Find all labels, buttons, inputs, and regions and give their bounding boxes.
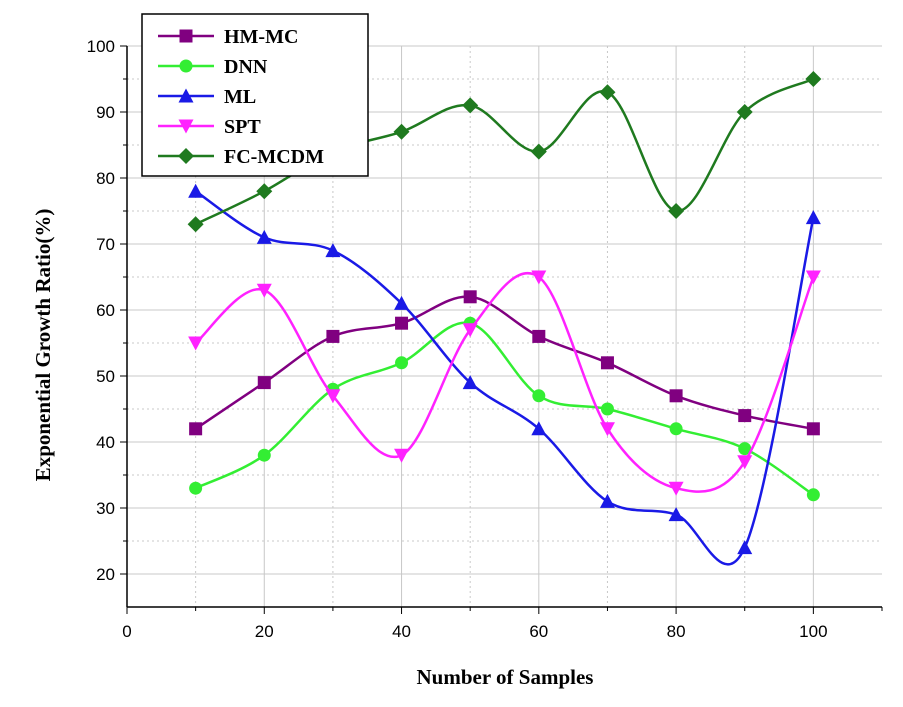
data-point-dnn: [189, 481, 203, 495]
axes: 0 20 40 60 80 100 20 30 40 50 60 70 80 90 100: [87, 37, 883, 641]
data-point-hm-mc: [395, 316, 409, 330]
data-point-hm-mc: [806, 422, 820, 436]
x-tick-label: 0: [122, 622, 131, 641]
data-point-ml: [256, 229, 272, 244]
data-point-fc-mcdm: [530, 143, 547, 160]
data-point-spt: [668, 481, 684, 496]
data-point-dnn: [738, 442, 752, 456]
series-hm-mc: [189, 290, 820, 436]
legend-marker-hm-mc: [179, 29, 193, 43]
data-point-dnn: [600, 402, 614, 416]
y-tick-label: 50: [96, 367, 115, 386]
series-line-spt: [194, 271, 815, 493]
data-point-fc-mcdm: [187, 216, 204, 233]
data-point-dnn: [257, 448, 271, 462]
data-point-spt: [394, 448, 410, 463]
data-point-dnn: [669, 422, 683, 436]
legend-label-hm-mc: HM-MC: [224, 26, 298, 48]
legend-label-ml: ML: [224, 86, 256, 108]
data-point-ml: [599, 493, 615, 508]
data-point-ml: [805, 210, 821, 225]
data-point-spt: [737, 455, 753, 470]
legend: HM-MC DNN ML SPT FC-MCDM: [141, 13, 369, 177]
legend-marker-ml: [178, 88, 194, 103]
legend-label-spt: SPT: [224, 116, 261, 138]
y-tick-label: 100: [87, 37, 115, 56]
data-point-fc-mcdm: [805, 71, 822, 87]
data-point-hm-mc: [463, 290, 477, 304]
legend-marker-fc-mcdm: [178, 148, 194, 164]
data-point-spt: [462, 323, 478, 338]
data-point-ml: [462, 375, 478, 390]
data-point-hm-mc: [669, 389, 683, 403]
data-point-spt: [256, 283, 272, 298]
data-point-fc-mcdm: [462, 97, 479, 114]
y-tick-label: 60: [96, 301, 115, 320]
series-ml: [188, 183, 821, 566]
series-line-hm-mc: [194, 295, 814, 431]
y-tick-label: 30: [96, 499, 115, 518]
data-point-dnn: [395, 356, 409, 370]
legend-marker-dnn: [179, 59, 193, 73]
x-tick-label: 60: [529, 622, 548, 641]
y-tick-label: 80: [96, 169, 115, 188]
data-point-ml: [325, 243, 341, 258]
data-point-spt: [531, 270, 547, 285]
series-spt: [188, 270, 821, 496]
x-tick-label: 20: [255, 622, 274, 641]
data-point-hm-mc: [600, 356, 614, 370]
data-point-ml: [668, 507, 684, 522]
data-point-dnn: [532, 389, 546, 403]
data-point-ml: [394, 295, 410, 310]
y-axis-title: Exponential Growth Ratio(%): [31, 209, 55, 482]
legend-label-fc-mcdm: FC-MCDM: [224, 146, 324, 168]
data-point-fc-mcdm: [393, 123, 410, 140]
data-point-dnn: [806, 488, 820, 502]
data-point-ml: [531, 421, 547, 436]
series-layer: [187, 71, 822, 566]
series-line-dnn: [195, 321, 815, 496]
data-point-hm-mc: [189, 422, 203, 436]
data-point-spt: [805, 270, 821, 285]
x-tick-label: 80: [667, 622, 686, 641]
x-tick-label: 100: [799, 622, 827, 641]
data-point-hm-mc: [738, 409, 752, 423]
data-point-hm-mc: [257, 376, 271, 390]
legend-marker-spt: [178, 119, 194, 134]
data-point-fc-mcdm: [599, 84, 616, 101]
y-tick-label: 70: [96, 235, 115, 254]
data-point-spt: [325, 389, 341, 404]
legend-label-dnn: DNN: [224, 56, 268, 78]
data-point-fc-mcdm: [668, 203, 685, 219]
data-point-spt: [188, 336, 204, 351]
data-point-fc-mcdm: [736, 104, 753, 120]
x-axis-title: Number of Samples: [417, 665, 594, 689]
data-point-hm-mc: [532, 329, 546, 343]
data-point-spt: [599, 422, 615, 437]
x-tick-label: 40: [392, 622, 411, 641]
y-tick-label: 90: [96, 103, 115, 122]
data-point-ml: [737, 540, 753, 555]
y-tick-label: 20: [96, 565, 115, 584]
data-point-fc-mcdm: [256, 183, 273, 200]
data-point-hm-mc: [326, 329, 340, 343]
data-point-ml: [188, 183, 204, 198]
y-tick-label: 40: [96, 433, 115, 452]
